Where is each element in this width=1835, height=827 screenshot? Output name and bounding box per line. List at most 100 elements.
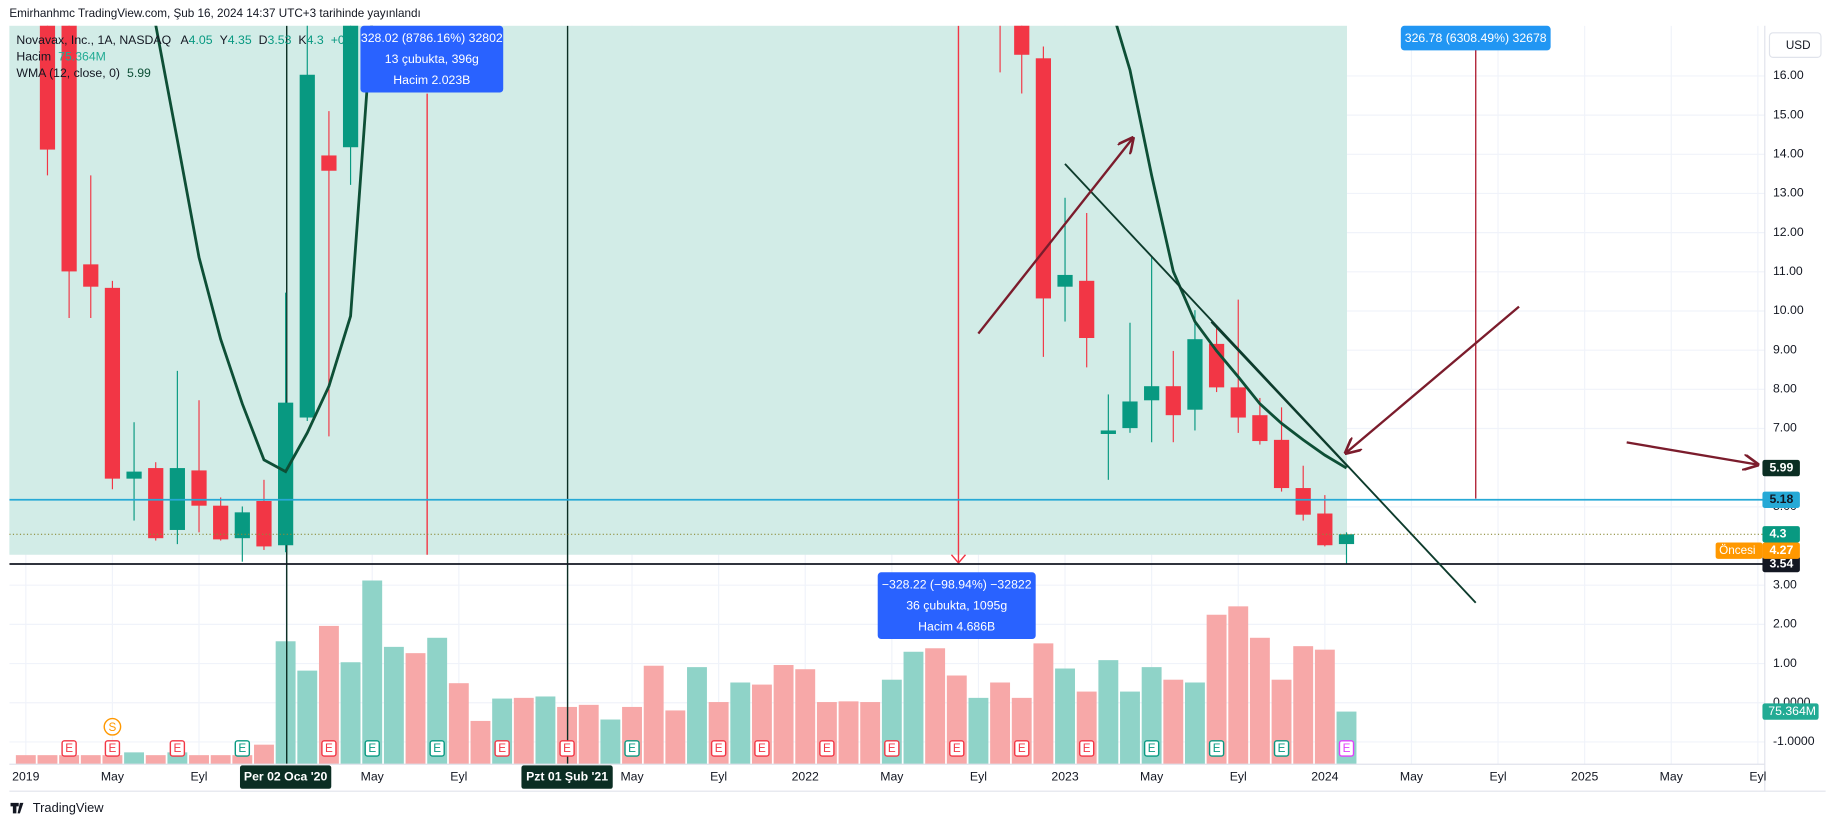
wma-line xyxy=(154,25,1348,474)
earnings-label: E xyxy=(1343,742,1351,755)
volume-label-bg xyxy=(1762,703,1819,720)
legend-part: A xyxy=(180,33,189,47)
volume-bar xyxy=(383,646,404,765)
volume-bar xyxy=(145,755,166,765)
candle-body xyxy=(1079,280,1095,339)
legend-part: 4.3 xyxy=(307,33,324,47)
volume-bar xyxy=(1163,679,1184,765)
volume-bar xyxy=(1098,660,1119,765)
volume-bar xyxy=(80,755,101,765)
volume-bar xyxy=(903,651,924,765)
measure-box xyxy=(1400,25,1551,51)
legend-part: Hacim xyxy=(16,50,51,64)
earnings-marker xyxy=(949,740,965,757)
x-tick-label: May xyxy=(361,769,385,783)
earnings-label: E xyxy=(325,742,333,755)
measure-text: 326.78 (6308.49%) 32678 xyxy=(1405,31,1547,45)
volume-bar xyxy=(838,701,859,765)
volume-bar xyxy=(730,682,751,765)
legend-part: 3.53 xyxy=(268,33,292,47)
volume-bar xyxy=(405,653,426,765)
earnings-marker xyxy=(104,740,121,757)
y-tick-label: 14.00 xyxy=(1773,147,1804,161)
earnings-label: E xyxy=(173,742,181,755)
legend-part: 5.99 xyxy=(127,66,151,80)
earnings-label: E xyxy=(715,742,723,755)
x-tick-label: May xyxy=(1660,769,1684,783)
arrow xyxy=(1626,441,1758,464)
candle-body xyxy=(39,25,56,150)
volume-bar xyxy=(1228,606,1249,765)
earnings-label: E xyxy=(238,742,246,755)
volume-bar xyxy=(773,665,794,765)
candle-body xyxy=(299,74,315,418)
earnings-label: E xyxy=(888,742,896,755)
earnings-marker xyxy=(494,740,510,757)
volume-bar xyxy=(232,755,253,765)
volume-bar xyxy=(427,637,448,765)
candle-body xyxy=(1273,439,1290,489)
trend-line xyxy=(1210,321,1349,468)
candle-body xyxy=(278,402,294,546)
volume-bar xyxy=(1141,667,1162,765)
x-tick-label: Eyl xyxy=(450,769,467,783)
earnings-marker xyxy=(1208,740,1225,757)
candle-body xyxy=(61,25,77,272)
brand: TradingView xyxy=(33,800,104,815)
measure-region xyxy=(9,25,1347,555)
y-tick-label: 13.00 xyxy=(1773,186,1804,200)
price-label-bg xyxy=(1762,459,1800,477)
candle-body xyxy=(1252,415,1268,442)
legend-part: 4.05 xyxy=(189,33,213,47)
volume-bar xyxy=(59,755,80,765)
earnings-label: E xyxy=(65,742,73,755)
earnings-marker xyxy=(1014,740,1030,757)
x-tick-label: May xyxy=(1140,769,1164,783)
volume-bar xyxy=(37,755,58,765)
earnings-label: E xyxy=(563,742,571,755)
currency-button[interactable] xyxy=(1768,32,1822,58)
x-tick-label: Eyl xyxy=(1490,769,1507,783)
candle-body xyxy=(213,505,229,540)
legend-part: 75.364M xyxy=(58,50,106,64)
measure-box xyxy=(360,25,504,93)
earnings-marker xyxy=(710,740,727,757)
volume-bar xyxy=(340,662,361,765)
x-tick-label: Pzt 01 Şub '21 xyxy=(526,769,608,783)
candle-body xyxy=(1165,386,1181,416)
volume-bar xyxy=(275,641,296,765)
candle-body xyxy=(1057,274,1073,287)
price-label: 4.3 xyxy=(1769,527,1786,541)
volume-bar xyxy=(362,580,383,765)
candle-body xyxy=(234,512,250,539)
earnings-marker xyxy=(1078,740,1095,757)
earnings-label: E xyxy=(1213,742,1221,755)
volume-bar xyxy=(15,755,36,765)
arrow xyxy=(1346,305,1520,453)
candle-body xyxy=(1295,488,1311,515)
candle-body xyxy=(1035,58,1051,299)
candle-body xyxy=(126,471,142,479)
volume-bar xyxy=(254,744,274,765)
candle-body xyxy=(104,287,121,479)
earnings-label: E xyxy=(1083,742,1091,755)
y-tick-label: -1.0000 xyxy=(1773,734,1815,748)
published-note: Emirhanhmc TradingView.com, Şub 16, 2024… xyxy=(9,7,420,20)
premarket-title: Öncesi xyxy=(1719,544,1755,557)
legend-part: Novavax, Inc., 1A, NASDAQ xyxy=(16,33,171,47)
candle-body xyxy=(148,468,164,539)
price-label-bg xyxy=(1762,491,1800,508)
volume-bar xyxy=(1293,646,1314,765)
earnings-marker xyxy=(819,740,835,757)
earnings-label: E xyxy=(1018,742,1026,755)
x-tick-label: May xyxy=(101,769,125,783)
y-tick-label: 8.00 xyxy=(1773,382,1797,396)
legend-part: D xyxy=(259,33,268,47)
y-tick-label: 11.00 xyxy=(1773,264,1803,278)
earnings-label: E xyxy=(1148,742,1156,755)
x-tick-label: 2024 xyxy=(1311,769,1338,783)
candle-body xyxy=(342,25,359,148)
measure-text: 36 çubukta, 1095g xyxy=(906,598,1007,612)
candle-body xyxy=(321,155,337,171)
y-tick-label: 10.00 xyxy=(1773,303,1804,317)
